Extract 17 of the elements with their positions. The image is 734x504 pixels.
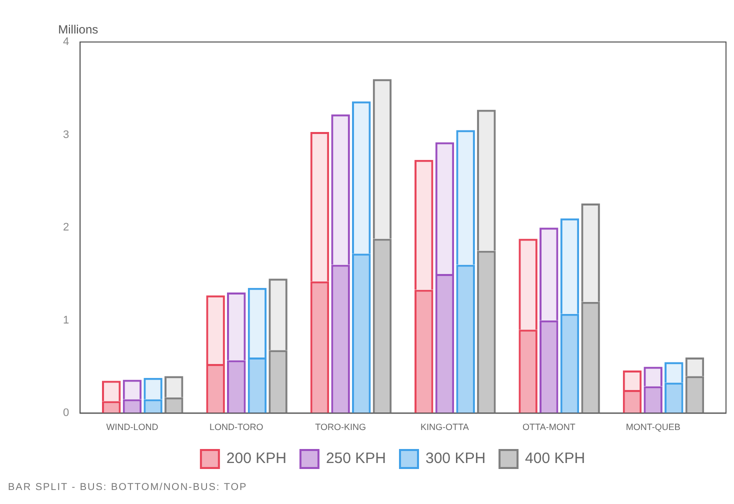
y-tick-label: 0 [62,407,70,420]
y-tick-label: 1 [62,314,70,326]
legend-label: 400 KPH [525,450,586,468]
x-tick-label: MONT-QUEB [626,422,680,432]
y-axis-title: Millions [58,22,98,36]
y-tick-label: 3 [62,128,70,141]
x-tick-label: LOND-TORO [209,422,264,432]
legend-label: 200 KPH [226,450,286,468]
x-tick-label: TORO-KING [315,422,366,432]
legend-label: 300 KPH [426,450,486,468]
y-tick-label: 2 [62,222,70,234]
x-tick-label: OTTA-MONT [522,422,576,432]
x-tick-label: WIND-LOND [106,422,159,432]
y-tick-label: 4 [62,36,70,48]
text: BAR SPLIT - BUS: BOTTOM/NON-BUS: TOP [8,482,248,493]
legend-label: 250 KPH [326,450,386,468]
x-tick-label: KING-OTTA [420,422,469,432]
